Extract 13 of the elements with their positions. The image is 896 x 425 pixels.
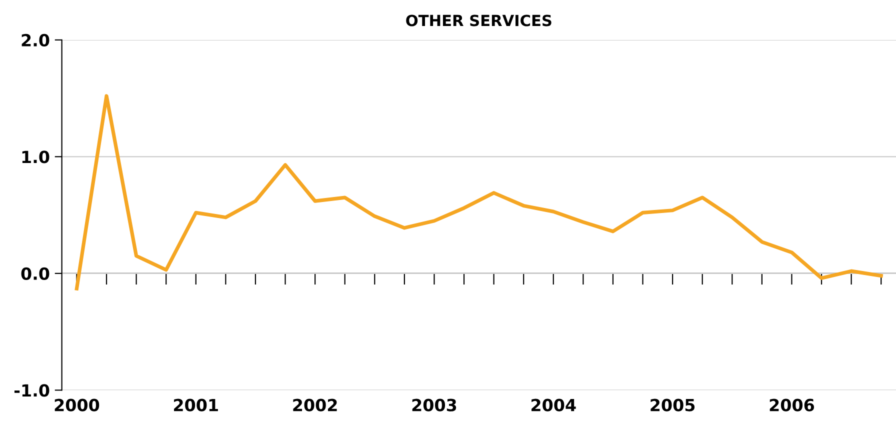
y-tick-label: -1.0 bbox=[14, 384, 50, 397]
x-tick-label: 2004 bbox=[532, 398, 576, 412]
y-tick-label: 0.0 bbox=[21, 267, 50, 280]
y-tick-label: 1.0 bbox=[22, 150, 50, 164]
chart-title: OTHER SERVICES bbox=[406, 14, 552, 26]
x-tick-label: 2005 bbox=[650, 398, 695, 412]
x-tick-label: 2003 bbox=[412, 398, 456, 412]
y-tick-label: 2.0 bbox=[22, 34, 50, 47]
line-series bbox=[74, 94, 883, 290]
x-tick-label: 2000 bbox=[54, 398, 100, 412]
x-tick-label: 2002 bbox=[293, 398, 337, 412]
x-tick-label: 2006 bbox=[770, 398, 814, 412]
x-tick-label: 2001 bbox=[174, 398, 218, 412]
